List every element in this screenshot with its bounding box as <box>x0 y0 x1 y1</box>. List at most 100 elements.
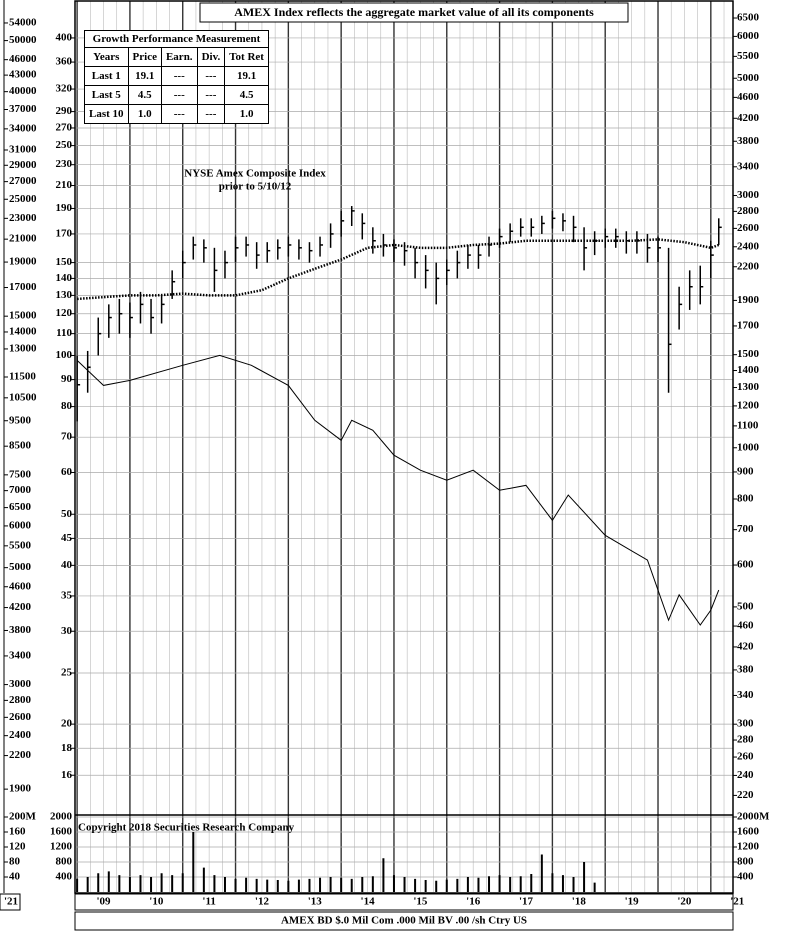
y2-tick-label: 220 <box>737 789 754 801</box>
y3-tick-label: 2200 <box>9 749 32 761</box>
volume-bar <box>276 880 279 892</box>
table-cell: Earn. <box>160 47 198 67</box>
volume-bar <box>266 879 269 892</box>
y3-tick-label: 21000 <box>9 233 37 245</box>
y-tick-label: 90 <box>61 373 73 385</box>
y-tick-label: 18 <box>61 742 73 754</box>
y2-tick-label: 460 <box>737 620 754 632</box>
volume-y2-tick-label: 1200 <box>737 841 760 853</box>
y3-tick-label: 3800 <box>9 624 32 636</box>
x-tick-label: '21 <box>730 896 744 908</box>
y3-tick-label: 15000 <box>9 310 37 322</box>
y-tick-label: 190 <box>56 202 73 214</box>
y3-tick-label: 4600 <box>9 580 32 592</box>
volume-bar <box>583 862 586 892</box>
volume-bar <box>593 882 596 892</box>
volume-bar <box>456 878 459 892</box>
plot-frame <box>74 0 734 894</box>
corner-box <box>0 893 21 911</box>
y-tick-label: 16 <box>61 769 73 781</box>
y2-tick-label: 2200 <box>737 260 760 272</box>
y2-tick-label: 1300 <box>737 381 760 393</box>
y2-tick-label: 3400 <box>737 160 760 172</box>
volume-bar <box>488 876 491 892</box>
volume-bar <box>572 877 575 892</box>
x-tick-label: '19 <box>625 896 640 908</box>
volume-y3-tick-label: 40 <box>9 871 21 883</box>
x-tick-label: '17 <box>519 896 534 908</box>
performance-table: Growth Performance Measurement Years Pric… <box>84 30 269 124</box>
table-cell: Last 10 <box>84 104 129 124</box>
volume-bar <box>107 871 110 892</box>
table-row: Last 5 4.5 --- --- 4.5 <box>84 85 269 105</box>
y-tick-label: 35 <box>61 589 73 601</box>
chart-title: AMEX Index reflects the aggregate market… <box>234 5 594 19</box>
y-tick-label: 30 <box>61 625 73 637</box>
y2-tick-label: 6000 <box>737 30 760 42</box>
y3-tick-label: 50000 <box>9 34 37 46</box>
volume-y3-tick-label: 80 <box>9 856 21 868</box>
table-row: Last 1 19.1 --- --- 19.1 <box>84 66 269 86</box>
y2-tick-label: 300 <box>737 718 754 730</box>
y-tick-label: 40 <box>61 559 73 571</box>
y2-tick-label: 2600 <box>737 222 760 234</box>
volume-bar <box>382 858 385 892</box>
volume-y2-tick-label: 400 <box>737 871 754 883</box>
y2-tick-label: 1100 <box>737 419 759 431</box>
volume-tick-label: 1600 <box>50 826 73 838</box>
y2-tick-label: 1700 <box>737 319 760 331</box>
volume-bar <box>255 878 258 892</box>
annotation: prior to 5/10/12 <box>219 181 292 193</box>
y2-tick-label: 700 <box>737 523 754 535</box>
y2-tick-label: 4200 <box>737 112 760 124</box>
relative-strength-line <box>76 354 720 626</box>
volume-y2-tick-label: 2000M <box>737 811 770 823</box>
y3-tick-label: 43000 <box>9 69 37 81</box>
y3-tick-label: 7000 <box>9 484 32 496</box>
volume-bar <box>392 875 395 892</box>
volume-bar <box>245 877 248 892</box>
y-tick-label: 25 <box>61 667 73 679</box>
volume-tick-label: 400 <box>56 871 73 883</box>
volume-bar <box>192 832 195 892</box>
volume-bar <box>139 875 142 892</box>
y3-tick-label: 17000 <box>9 281 37 293</box>
footer-box <box>74 911 734 931</box>
volume-bar <box>551 873 554 892</box>
volume-bar <box>76 878 79 892</box>
volume-bar <box>297 879 300 892</box>
y3-tick-label: 10500 <box>9 391 37 403</box>
footer: AMEX BD $.0 Mil Com .000 Mil BV .00 /sh … <box>281 915 527 927</box>
table-cell: 4.5 <box>224 85 269 105</box>
volume-bar <box>519 876 522 892</box>
volume-tick-label: 800 <box>56 856 73 868</box>
y3-tick-label: 5500 <box>9 539 32 551</box>
table-cell: 19.1 <box>224 66 269 86</box>
volume-bar <box>403 877 406 892</box>
y-tick-label: 110 <box>56 327 72 339</box>
y3-tick-label: 29000 <box>9 159 37 171</box>
volume-y2-tick-label: 1600 <box>737 826 760 838</box>
volume-tick-label: 2000 <box>50 811 73 823</box>
y2-tick-label: 3800 <box>737 135 760 147</box>
x-tick-label: '11 <box>202 896 215 908</box>
y3-tick-label: 37000 <box>9 103 37 115</box>
table-cell: --- <box>160 104 198 124</box>
y-tick-label: 140 <box>56 272 73 284</box>
y2-tick-label: 5000 <box>737 72 760 84</box>
table-cell: Div. <box>196 47 226 67</box>
volume-bar <box>498 875 501 892</box>
volume-bar <box>466 877 469 892</box>
table-cell: --- <box>160 85 198 105</box>
volume-bar <box>128 877 131 892</box>
table-cell: Last 5 <box>84 85 129 105</box>
x-tick-label: '20 <box>677 896 692 908</box>
y3-tick-label: 23000 <box>9 212 37 224</box>
y3-tick-label: 5000 <box>9 561 32 573</box>
y2-tick-label: 1200 <box>737 399 760 411</box>
table-cell: 1.0 <box>127 104 162 124</box>
volume-bar <box>435 880 438 892</box>
volume-bar <box>287 880 290 892</box>
volume-bar <box>150 877 153 892</box>
y2-tick-label: 5500 <box>737 50 760 62</box>
